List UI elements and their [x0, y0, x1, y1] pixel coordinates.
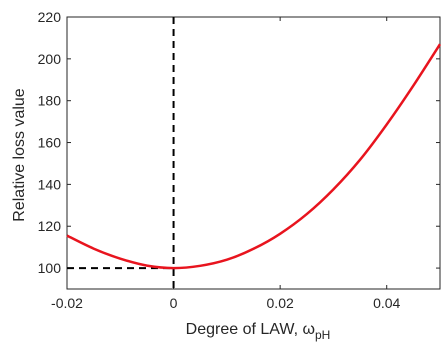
x-tick-label: 0 [170, 295, 178, 311]
y-tick-label: 120 [38, 218, 62, 234]
x-axis-label-subscript: pH [315, 328, 330, 342]
x-tick-label: -0.02 [51, 295, 83, 311]
x-axis-label: Degree of LAW, ωpH [186, 321, 331, 342]
loss-curve [66, 43, 441, 270]
x-axis-label-main: Degree of LAW, ω [186, 321, 315, 338]
y-tick-label: 220 [38, 9, 62, 25]
axes-box [66, 16, 441, 290]
y-axis-label: Relative loss value [11, 88, 28, 222]
plot-area: -0.02 0 0.02 0.04 100 120 140 160 180 200 220 [38, 9, 441, 311]
y-tick-label: 160 [38, 135, 62, 151]
x-tick-label: 0.02 [267, 295, 294, 311]
y-tick-label: 100 [38, 260, 62, 276]
x-tick-label: 0.04 [373, 295, 400, 311]
y-tick-label: 140 [38, 176, 62, 192]
y-tick-label: 200 [38, 51, 62, 67]
y-tick-label: 180 [38, 93, 62, 109]
